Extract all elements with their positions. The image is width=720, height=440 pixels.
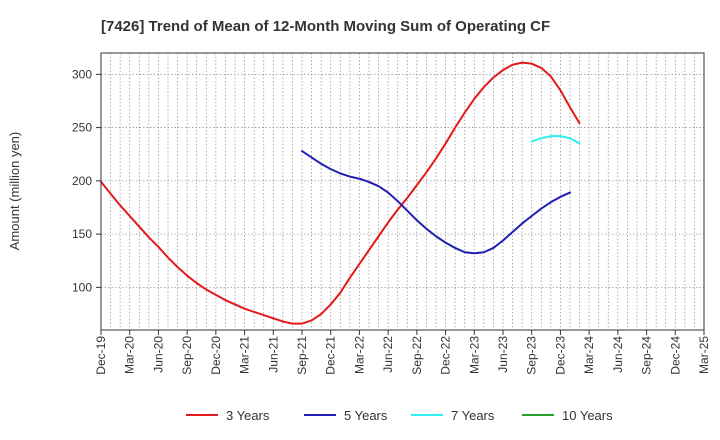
x-tick-label: Dec-21 (324, 336, 338, 375)
series-line-5-years (301, 150, 571, 255)
x-axis: Dec-19 Mar-20 Jun-20 Sep-20 Dec-20 Mar-21 Jun-… (94, 330, 711, 375)
x-tick-label: Jun-21 (266, 336, 280, 373)
y-axis: 100 150 200 250 300 (72, 67, 101, 294)
x-tick-label: Mar-23 (467, 336, 481, 374)
series-line-3-years (100, 61, 581, 325)
x-tick-label: Dec-19 (94, 336, 108, 375)
y-tick-label: 250 (72, 121, 92, 135)
legend: 3 Years 5 Years 7 Years 10 Years (186, 408, 613, 423)
y-axis-label: Amount (million yen) (7, 132, 22, 251)
x-tick-label: Mar-24 (582, 336, 596, 374)
grid (101, 53, 704, 330)
x-tick-label: Dec-22 (439, 336, 453, 375)
series-line-7-years (530, 135, 581, 145)
x-tick-label: Jun-22 (381, 336, 395, 373)
x-tick-label: Jun-23 (496, 336, 510, 373)
series-lines (100, 61, 581, 325)
y-tick-label: 150 (72, 227, 92, 241)
x-tick-label: Dec-24 (668, 336, 682, 375)
x-tick-label: Mar-21 (238, 336, 252, 374)
x-tick-label: Mar-20 (123, 336, 137, 374)
x-tick-label: Jun-24 (611, 336, 625, 373)
x-tick-label: Sep-21 (295, 336, 309, 375)
x-tick-label: Dec-20 (209, 336, 223, 375)
legend-label: 5 Years (344, 408, 388, 423)
legend-label: 7 Years (451, 408, 495, 423)
legend-label: 10 Years (562, 408, 613, 423)
legend-label: 3 Years (226, 408, 270, 423)
x-tick-label: Dec-23 (553, 336, 567, 375)
x-tick-label: Sep-24 (640, 336, 654, 375)
x-tick-label: Mar-25 (697, 336, 711, 374)
x-tick-label: Sep-20 (180, 336, 194, 375)
plot-frame (100, 52, 705, 331)
x-tick-label: Jun-20 (151, 336, 165, 373)
y-tick-label: 100 (72, 280, 92, 294)
chart-title: [7426] Trend of Mean of 12-Month Moving … (101, 18, 550, 35)
x-tick-label: Mar-22 (352, 336, 366, 374)
y-tick-label: 300 (72, 67, 92, 81)
y-tick-label: 200 (72, 174, 92, 188)
x-tick-label: Sep-23 (525, 336, 539, 375)
x-tick-label: Sep-22 (410, 336, 424, 375)
